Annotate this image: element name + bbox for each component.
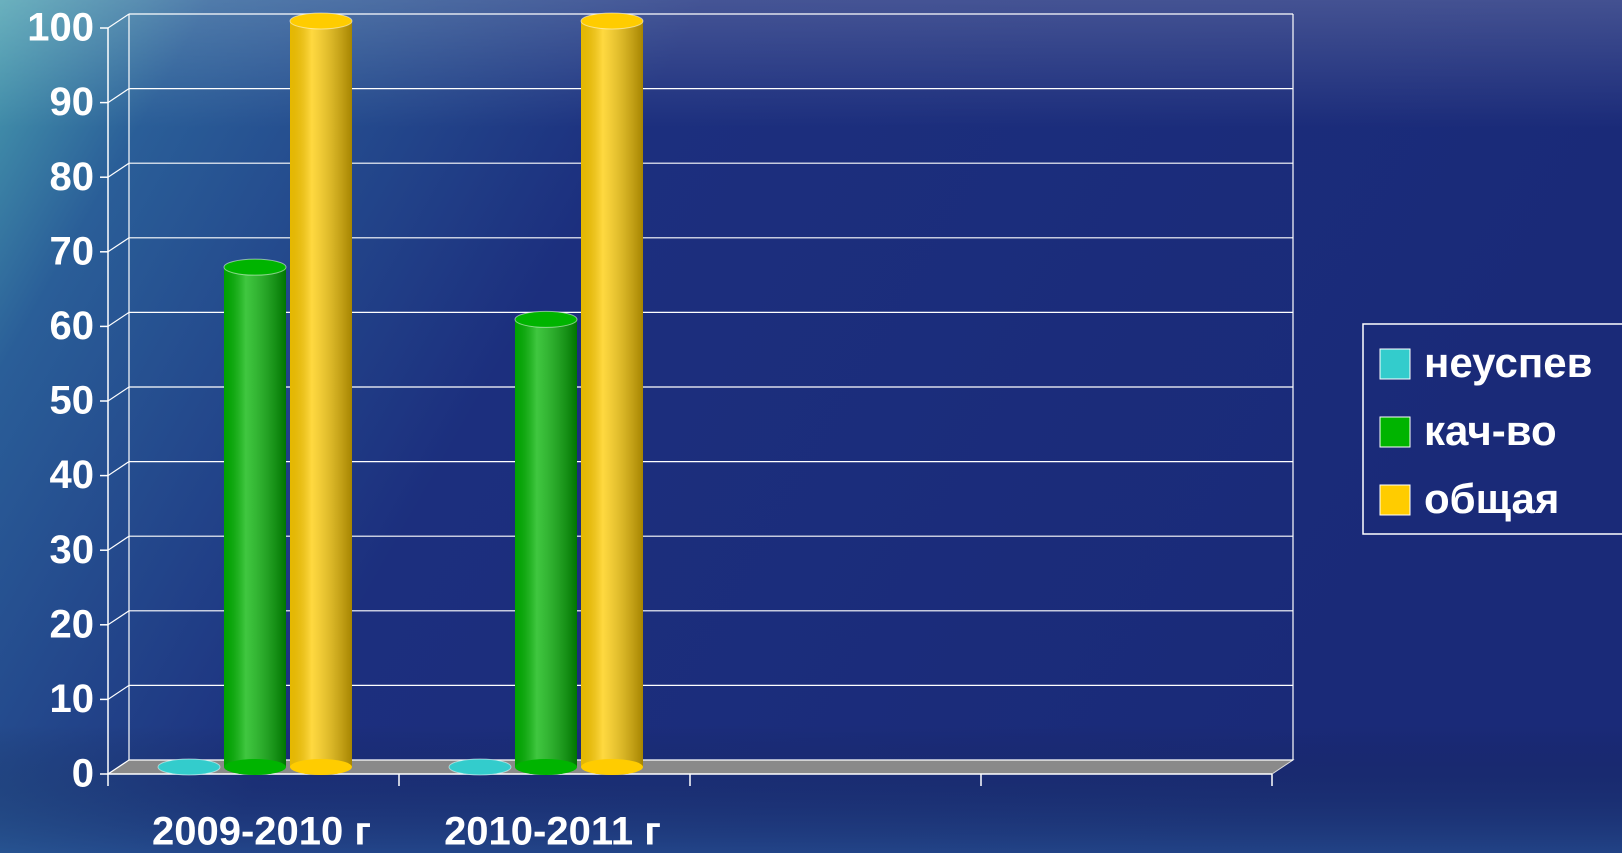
cylinder [449,759,511,775]
bar-shade [515,319,577,767]
legend-swatch [1380,349,1410,379]
cylinder [224,259,286,775]
y-tick-label: 100 [27,6,94,50]
x-tick-label: 2009-2010 г [152,810,371,853]
y-tick-label: 50 [50,379,95,423]
y-tick-label: 30 [50,528,95,572]
chart: 0 10 20 30 40 50 60 70 80 90 100 2009-2010 г 2010-20… [0,0,1622,853]
bar-top [158,759,220,775]
y-tick-label: 80 [50,155,95,199]
bar-bottom [290,759,352,775]
bar-shade [224,267,286,767]
bar-top [515,311,577,327]
bar-top [449,759,511,775]
y-tick-label: 20 [50,602,95,646]
y-tick-label: 70 [50,229,95,273]
y-tick-label: 0 [72,752,94,796]
legend-swatch [1380,417,1410,447]
bar-bottom [515,759,577,775]
page: 0 10 20 30 40 50 60 70 80 90 100 2009-2010 г 2010-20… [0,0,1622,853]
bar-top [581,13,643,29]
bar-bottom [224,759,286,775]
bar-bottom [581,759,643,775]
bar-shade [290,21,352,767]
bar-top [290,13,352,29]
legend-label: кач-во [1424,407,1557,454]
legend-label: общая [1424,475,1559,522]
cylinder [515,311,577,775]
legend-label: неуспев [1424,339,1592,386]
cylinder [290,13,352,775]
y-tick-label: 40 [50,453,95,497]
cylinder [581,13,643,775]
y-tick-label: 90 [50,80,95,124]
bar-top [224,259,286,275]
cylinder [158,759,220,775]
x-tick-label: 2010-2011 г [444,810,661,853]
y-tick-label: 60 [50,304,95,348]
y-tick-label: 10 [50,677,95,721]
legend-swatch [1380,485,1410,515]
bar-shade [581,21,643,767]
